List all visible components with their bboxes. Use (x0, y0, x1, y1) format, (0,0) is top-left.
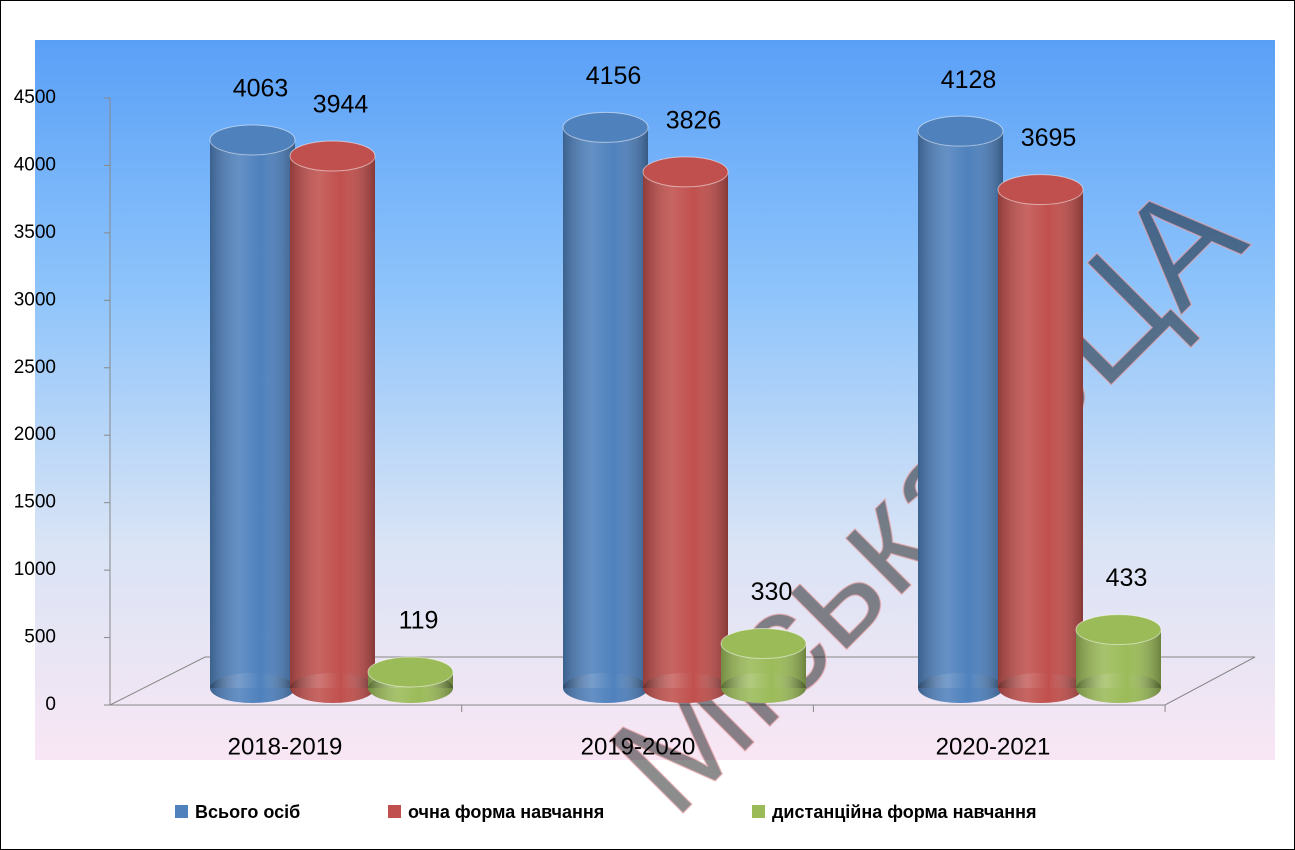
y-tick-label: 3000 (14, 289, 56, 310)
data-label: 4156 (586, 62, 642, 90)
legend-label: очна форма навчання (408, 802, 604, 822)
y-tick-label: 4000 (14, 154, 56, 175)
bar-top (209, 124, 296, 156)
y-tick-label: 1500 (14, 492, 56, 513)
bar-bottom-shade (290, 673, 375, 703)
data-label: 3826 (666, 107, 722, 135)
x-tick-label: 2019-2020 (581, 733, 696, 760)
bar-shade (210, 139, 295, 689)
data-label: 3695 (1021, 124, 1077, 152)
bar-bottom-shade (1076, 673, 1161, 703)
bar-top (642, 156, 729, 188)
legend-swatch (388, 805, 401, 818)
y-tick-label: 1000 (14, 559, 56, 580)
y-tick-label: 500 (24, 627, 56, 648)
y-tick-label: 2500 (14, 357, 56, 378)
bar-shade (290, 155, 375, 688)
y-tick-label: 4500 (14, 87, 56, 108)
bar-bottom-shade (210, 673, 295, 703)
data-label: 4128 (941, 66, 997, 94)
bar-bottom-shade (563, 673, 648, 703)
y-tick-label: 0 (45, 694, 56, 715)
legend-swatch (752, 805, 765, 818)
data-label: 330 (751, 578, 793, 606)
bar-top (1075, 614, 1162, 646)
x-tick-label: 2018-2019 (228, 733, 343, 760)
x-tick-label: 2020-2021 (936, 733, 1051, 760)
bar-bottom-shade (998, 673, 1083, 703)
bar-shade (918, 131, 1003, 689)
legend-swatch (175, 805, 188, 818)
bar-top (562, 111, 649, 143)
bar-shade (998, 189, 1083, 688)
bar-top (720, 627, 807, 659)
y-tick-label: 2000 (14, 424, 56, 445)
legend-label: дистанційна форма навчання (772, 802, 1037, 822)
bar-bottom-shade (721, 673, 806, 703)
bar-top (917, 115, 1004, 147)
bar-top (367, 656, 454, 688)
data-label: 433 (1106, 564, 1148, 592)
data-label: 119 (399, 607, 439, 635)
bar-bottom-shade (918, 673, 1003, 703)
data-label: 3944 (313, 91, 369, 119)
y-tick-label: 3500 (14, 222, 56, 243)
data-label: 4063 (233, 75, 289, 103)
bar-top (289, 140, 376, 172)
bar-shade (563, 127, 648, 688)
legend-label: Всього осіб (195, 802, 300, 822)
bar-bottom-shade (643, 673, 728, 703)
bar-shade (643, 171, 728, 689)
bar-top (997, 174, 1084, 206)
